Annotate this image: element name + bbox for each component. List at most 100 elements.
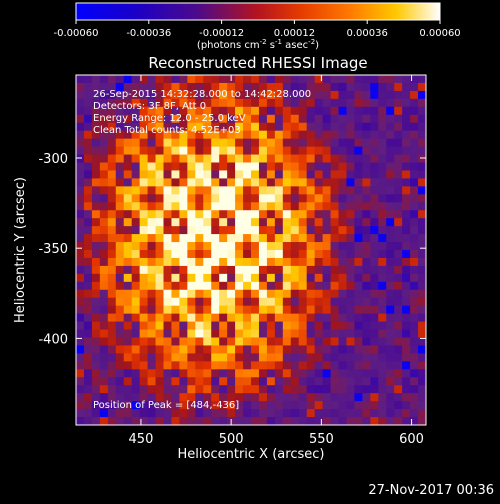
heatmap-cell: [76, 90, 85, 100]
heatmap-cell: [314, 417, 323, 426]
annotation-peak-position: Position of Peak = [484,-436]: [93, 400, 239, 411]
heatmap-cell: [402, 281, 411, 291]
heatmap-cell: [402, 178, 411, 187]
heatmap-cell: [163, 98, 172, 108]
heatmap-cell: [354, 218, 363, 227]
heatmap-cell: [418, 257, 427, 267]
heatmap-cell: [131, 218, 141, 227]
heatmap-cell: [282, 146, 292, 155]
heatmap-cell: [171, 210, 180, 219]
heatmap-cell: [306, 401, 316, 410]
heatmap-cell: [370, 313, 379, 322]
heatmap-cell: [123, 313, 133, 322]
heatmap-cell: [274, 313, 284, 322]
heatmap-cell: [155, 345, 164, 354]
heatmap-cell: [402, 265, 411, 275]
heatmap-cell: [91, 186, 101, 195]
heatmap-cell: [171, 170, 180, 179]
heatmap-cell: [243, 281, 252, 291]
heatmap-cell: [330, 257, 339, 267]
heatmap-cell: [76, 98, 85, 108]
heatmap-cell: [195, 130, 204, 140]
heatmap-cell: [266, 138, 276, 147]
heatmap-cell: [346, 194, 355, 203]
heatmap-cell: [187, 178, 196, 187]
heatmap-cell: [266, 242, 276, 251]
heatmap-cell: [243, 257, 252, 267]
heatmap-cell: [219, 297, 228, 307]
heatmap-cell: [99, 257, 109, 267]
heatmap-cell: [282, 321, 292, 330]
heatmap-cell: [274, 114, 284, 124]
heatmap-cell: [386, 154, 395, 163]
heatmap-cell: [394, 226, 403, 235]
heatmap-cell: [394, 250, 403, 259]
heatmap-cell: [219, 401, 228, 410]
heatmap-cell: [346, 170, 355, 179]
heatmap-cell: [107, 361, 117, 370]
heatmap-cell: [83, 242, 93, 251]
heatmap-cell: [99, 218, 109, 227]
heatmap-cell: [394, 106, 403, 116]
heatmap-cell: [258, 162, 268, 171]
heatmap-cell: [115, 146, 125, 155]
heatmap-cell: [171, 186, 180, 195]
heatmap-cell: [346, 234, 355, 243]
heatmap-cell: [266, 417, 276, 426]
heatmap-cell: [402, 385, 411, 394]
heatmap-cell: [282, 289, 292, 299]
heatmap-cell: [394, 194, 403, 203]
heatmap-cell: [203, 401, 212, 410]
heatmap-cell: [203, 194, 212, 203]
heatmap-cell: [338, 114, 347, 124]
heatmap-cell: [386, 337, 395, 346]
heatmap-cell: [402, 130, 411, 140]
heatmap-cell: [147, 162, 156, 171]
heatmap-cell: [171, 218, 180, 227]
heatmap-cell: [187, 138, 196, 147]
heatmap-cell: [155, 265, 164, 275]
heatmap-cell: [187, 194, 196, 203]
heatmap-cell: [235, 218, 244, 227]
heatmap-cell: [147, 345, 156, 354]
heatmap-cell: [322, 297, 331, 307]
heatmap-cell: [282, 82, 292, 92]
heatmap-cell: [131, 297, 141, 307]
heatmap-cell: [418, 265, 427, 275]
heatmap-cell: [155, 401, 164, 410]
heatmap-cell: [83, 401, 93, 410]
heatmap-cell: [243, 178, 252, 187]
heatmap-cell: [266, 321, 276, 330]
heatmap-cell: [139, 345, 148, 354]
plot-frame: [75, 74, 427, 426]
heatmap-cell: [378, 194, 387, 203]
heatmap-cell: [258, 82, 268, 92]
heatmap-cell: [195, 114, 204, 124]
heatmap-cell: [147, 377, 156, 386]
heatmap-cell: [147, 257, 156, 267]
heatmap-cell: [306, 329, 316, 338]
heatmap-cell: [346, 393, 355, 402]
footer-timestamp: 27-Nov-2017 00:36: [368, 483, 494, 498]
heatmap-cell: [298, 409, 308, 418]
heatmap-cell: [187, 265, 196, 275]
heatmap-cell: [76, 377, 85, 386]
heatmap-cell: [362, 369, 371, 378]
heatmap-cell: [187, 242, 196, 251]
heatmap-cell: [83, 98, 93, 108]
heatmap-cell: [338, 417, 347, 426]
heatmap-cell: [370, 162, 379, 171]
heatmap-cell: [386, 194, 395, 203]
heatmap-cell: [83, 345, 93, 354]
heatmap-cell: [147, 178, 156, 187]
heatmap-cell: [314, 82, 323, 92]
heatmap-cell: [386, 361, 395, 370]
heatmap-cell: [115, 345, 125, 354]
heatmap-cell: [243, 329, 252, 338]
heatmap-cell: [282, 409, 292, 418]
heatmap-cell: [354, 202, 363, 211]
heatmap-cell: [179, 297, 188, 307]
heatmap-cell: [378, 210, 387, 219]
heatmap-cell: [410, 297, 419, 307]
heatmap-cell: [370, 106, 379, 116]
